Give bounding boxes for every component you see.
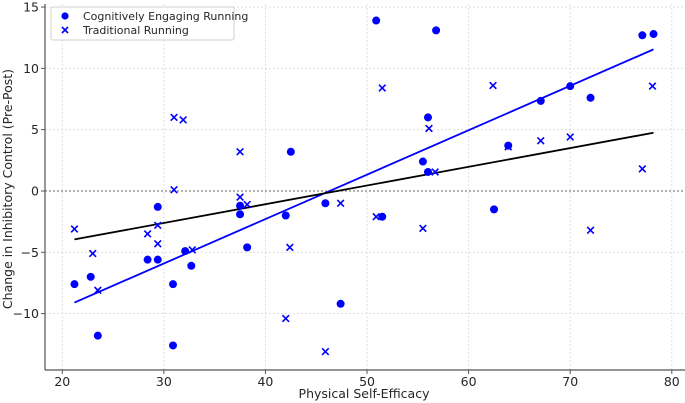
- y-tick-label: −10: [13, 306, 39, 321]
- point-circle-icon: [169, 341, 177, 350]
- y-axis-label: Change in Inhibitory Control (Pre-Post): [0, 69, 15, 309]
- point-circle-icon: [423, 167, 432, 176]
- x-tick-label: 40: [257, 374, 273, 389]
- point-x-icon: [285, 243, 294, 252]
- point-circle-icon: [169, 280, 177, 289]
- point-x-icon: [648, 82, 657, 91]
- point-circle-icon: [378, 212, 387, 221]
- point-x-icon: [419, 224, 427, 233]
- legend-label-cognitive: Cognitively Engaging Running: [83, 10, 248, 23]
- point-circle-icon: [536, 96, 545, 105]
- point-x-icon: [372, 212, 381, 221]
- point-circle-icon: [504, 141, 513, 150]
- trend-line-traditional: [74, 131, 654, 241]
- point-x-icon: [504, 142, 513, 151]
- x-tick-label: 70: [562, 374, 578, 389]
- point-x-icon: [179, 116, 188, 124]
- axes: [44, 4, 685, 371]
- point-circle-icon: [372, 16, 381, 25]
- point-x-icon: [586, 226, 595, 235]
- point-x-icon: [378, 84, 387, 92]
- trend-lines: [74, 48, 654, 304]
- x-tick-label: 50: [359, 374, 375, 389]
- point-circle-icon: [336, 299, 345, 308]
- legend-box: [50, 6, 235, 41]
- point-circle-icon: [153, 255, 162, 264]
- point-x-icon: [170, 113, 178, 122]
- data-points: [70, 16, 658, 356]
- x-tick-label: 80: [664, 374, 680, 389]
- point-x-icon: [143, 230, 152, 238]
- point-circle-icon: [418, 157, 427, 166]
- point-circle-icon: [236, 201, 245, 210]
- point-circle-icon: [566, 82, 575, 91]
- legend: Cognitively Engaging Running Traditional…: [50, 6, 248, 41]
- point-x-icon: [336, 199, 345, 208]
- point-x-icon: [425, 124, 433, 133]
- point-x-icon: [70, 225, 79, 233]
- x-axis-ticks: 20 30 40 50 60 70 80: [54, 370, 680, 389]
- point-circle-icon: [93, 331, 102, 340]
- x-tick-label: 20: [54, 374, 70, 389]
- point-x-icon: [281, 314, 290, 323]
- y-tick-label: −5: [21, 245, 39, 260]
- point-circle-icon: [432, 26, 441, 35]
- point-x-icon: [243, 200, 252, 209]
- point-x-icon: [321, 347, 330, 356]
- point-circle-icon: [286, 147, 295, 156]
- point-x-icon: [236, 193, 244, 201]
- y-tick-label: 0: [31, 183, 39, 198]
- y-tick-label: 15: [23, 0, 39, 15]
- point-x-icon: [236, 147, 244, 156]
- point-x-icon: [93, 286, 102, 295]
- point-circle-icon: [281, 211, 290, 220]
- point-x-icon: [153, 239, 162, 248]
- point-x-icon: [170, 185, 178, 194]
- grid-lines: [45, 4, 685, 370]
- point-x-icon: [566, 133, 575, 141]
- point-x-icon: [188, 245, 197, 254]
- x-axis-label: Physical Self-Efficacy: [299, 386, 431, 401]
- point-circle-icon: [649, 30, 658, 39]
- point-x-icon: [88, 249, 97, 258]
- point-circle-icon: [321, 199, 330, 208]
- y-axis-ticks: −10 −5 0 5 10 15: [13, 0, 45, 321]
- point-x-icon: [536, 136, 545, 145]
- point-x-icon: [431, 168, 439, 176]
- point-circle-icon: [181, 247, 190, 256]
- point-circle-icon: [243, 243, 252, 252]
- point-x-icon: [638, 165, 647, 173]
- x-tick-label: 60: [461, 374, 477, 389]
- point-circle-icon: [187, 261, 196, 270]
- point-circle-icon: [586, 93, 595, 102]
- trend-line-cognitive: [74, 48, 654, 304]
- y-tick-label: 10: [23, 61, 39, 76]
- legend-x-marker-icon: [61, 26, 69, 34]
- point-circle-icon: [638, 31, 647, 40]
- point-circle-icon: [423, 113, 432, 122]
- point-circle-icon: [70, 280, 79, 289]
- point-x-icon: [153, 221, 162, 230]
- point-circle-icon: [86, 272, 95, 281]
- point-circle-icon: [490, 205, 499, 214]
- point-circle-icon: [236, 210, 245, 219]
- point-circle-icon: [153, 202, 162, 211]
- legend-label-traditional: Traditional Running: [82, 24, 189, 37]
- x-tick-label: 30: [156, 374, 172, 389]
- y-tick-label: 5: [31, 122, 39, 137]
- legend-circle-marker-icon: [61, 12, 69, 20]
- point-circle-icon: [143, 255, 152, 264]
- point-x-icon: [489, 81, 497, 90]
